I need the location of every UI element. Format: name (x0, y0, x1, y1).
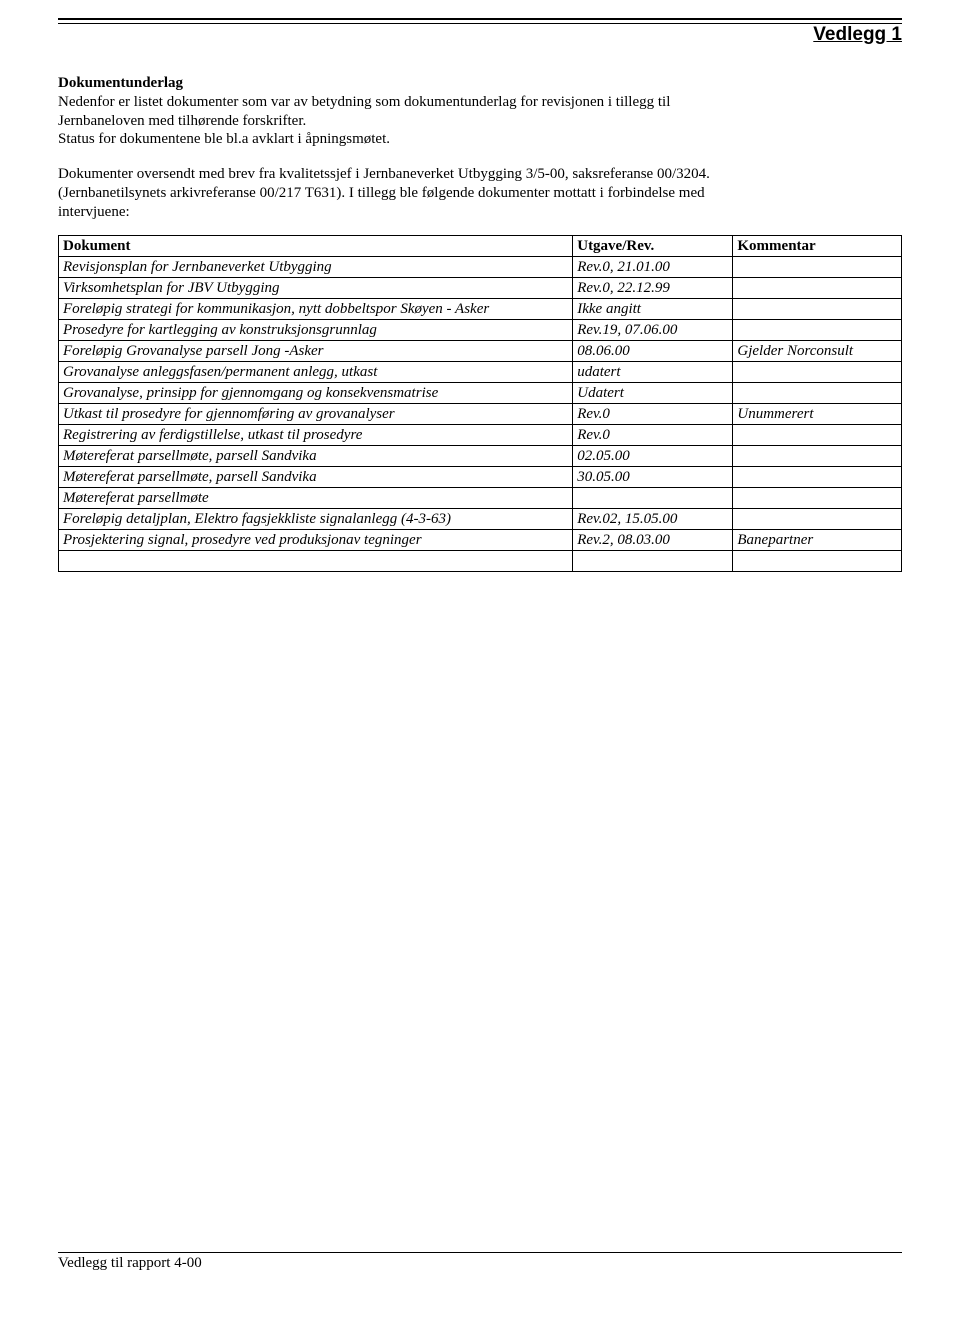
intro-para1-line2: Jernbaneloven med tilhørende forskrifter… (58, 112, 902, 131)
table-cell: Rev.02, 15.05.00 (573, 509, 733, 530)
table-cell (59, 551, 573, 572)
th-utgave: Utgave/Rev. (573, 236, 733, 257)
table-cell: Grovanalyse, prinsipp for gjennomgang og… (59, 383, 573, 404)
table-cell (733, 383, 902, 404)
table-cell: Gjelder Norconsult (733, 341, 902, 362)
table-cell (733, 362, 902, 383)
page-header-title: Vedlegg 1 (58, 24, 902, 46)
table-row: Prosedyre for kartlegging av konstruksjo… (59, 320, 902, 341)
table-cell: Revisjonsplan for Jernbaneverket Utbyggi… (59, 257, 573, 278)
page-footer: Vedlegg til rapport 4-00 (58, 1252, 902, 1272)
table-row: Foreløpig detaljplan, Elektro fagsjekkli… (59, 509, 902, 530)
th-dokument: Dokument (59, 236, 573, 257)
table-cell (733, 425, 902, 446)
table-cell: Utkast til prosedyre for gjennomføring a… (59, 404, 573, 425)
table-cell: Banepartner (733, 530, 902, 551)
table-row: Møtereferat parsellmøte (59, 488, 902, 509)
table-cell: Foreløpig Grovanalyse parsell Jong -Aske… (59, 341, 573, 362)
table-row: Foreløpig strategi for kommunikasjon, ny… (59, 299, 902, 320)
table-cell: Rev.0 (573, 425, 733, 446)
intro-para2-line1: Dokumenter oversendt med brev fra kvalit… (58, 165, 902, 184)
table-row: Virksomhetsplan for JBV UtbyggingRev.0, … (59, 278, 902, 299)
table-cell: Rev.19, 07.06.00 (573, 320, 733, 341)
table-cell: Rev.2, 08.03.00 (573, 530, 733, 551)
table-row: Foreløpig Grovanalyse parsell Jong -Aske… (59, 341, 902, 362)
table-cell (733, 257, 902, 278)
table-cell: Ikke angitt (573, 299, 733, 320)
table-header-row: Dokument Utgave/Rev. Kommentar (59, 236, 902, 257)
table-cell (733, 509, 902, 530)
intro-heading: Dokumentunderlag (58, 74, 902, 93)
table-cell: 30.05.00 (573, 467, 733, 488)
intro-para2-line3: intervjuene: (58, 203, 902, 222)
table-cell: Prosedyre for kartlegging av konstruksjo… (59, 320, 573, 341)
table-row: Grovanalyse, prinsipp for gjennomgang og… (59, 383, 902, 404)
table-cell: Rev.0 (573, 404, 733, 425)
table-row: Møtereferat parsellmøte, parsell Sandvik… (59, 446, 902, 467)
table-cell (733, 299, 902, 320)
intro-section: Dokumentunderlag Nedenfor er listet doku… (58, 74, 902, 221)
intro-para1-line3: Status for dokumentene ble bl.a avklart … (58, 130, 902, 149)
th-kommentar: Kommentar (733, 236, 902, 257)
table-row: Møtereferat parsellmøte, parsell Sandvik… (59, 467, 902, 488)
table-cell (573, 488, 733, 509)
table-cell (733, 467, 902, 488)
table-cell: Prosjektering signal, prosedyre ved prod… (59, 530, 573, 551)
table-row: Utkast til prosedyre for gjennomføring a… (59, 404, 902, 425)
footer-rule (58, 1252, 902, 1253)
table-cell (733, 551, 902, 572)
table-cell (733, 488, 902, 509)
table-cell: Virksomhetsplan for JBV Utbygging (59, 278, 573, 299)
table-cell: Møtereferat parsellmøte, parsell Sandvik… (59, 446, 573, 467)
table-row: Revisjonsplan for Jernbaneverket Utbyggi… (59, 257, 902, 278)
table-cell: Rev.0, 21.01.00 (573, 257, 733, 278)
table-row: Grovanalyse anleggsfasen/permanent anleg… (59, 362, 902, 383)
table-cell: 02.05.00 (573, 446, 733, 467)
table-cell: Grovanalyse anleggsfasen/permanent anleg… (59, 362, 573, 383)
table-cell: Møtereferat parsellmøte, parsell Sandvik… (59, 467, 573, 488)
intro-para1-line1: Nedenfor er listet dokumenter som var av… (58, 93, 902, 112)
table-cell: Udatert (573, 383, 733, 404)
table-row (59, 551, 902, 572)
intro-para2-line2: (Jernbanetilsynets arkivreferanse 00/217… (58, 184, 902, 203)
table-cell: 08.06.00 (573, 341, 733, 362)
documents-table: Dokument Utgave/Rev. Kommentar Revisjons… (58, 235, 902, 572)
table-cell (733, 446, 902, 467)
table-cell: udatert (573, 362, 733, 383)
table-cell: Foreløpig strategi for kommunikasjon, ny… (59, 299, 573, 320)
table-cell (573, 551, 733, 572)
table-row: Prosjektering signal, prosedyre ved prod… (59, 530, 902, 551)
table-cell: Unummerert (733, 404, 902, 425)
table-cell (733, 278, 902, 299)
table-cell: Foreløpig detaljplan, Elektro fagsjekkli… (59, 509, 573, 530)
table-cell: Rev.0, 22.12.99 (573, 278, 733, 299)
table-cell: Møtereferat parsellmøte (59, 488, 573, 509)
table-row: Registrering av ferdigstillelse, utkast … (59, 425, 902, 446)
table-cell (733, 320, 902, 341)
table-cell: Registrering av ferdigstillelse, utkast … (59, 425, 573, 446)
footer-text: Vedlegg til rapport 4-00 (58, 1255, 902, 1272)
